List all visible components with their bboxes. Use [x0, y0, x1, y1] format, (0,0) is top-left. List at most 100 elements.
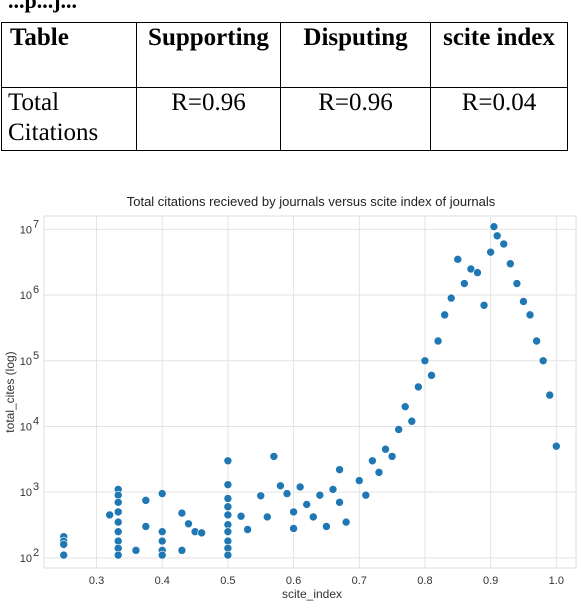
scatter-point	[341, 517, 351, 527]
scatter-point	[466, 264, 476, 274]
scatter-point	[105, 510, 114, 520]
cell-scite-index: R=0.04	[430, 87, 568, 151]
y-tick-exponent: 4	[33, 415, 39, 427]
scatter-chart: Total citations recieved by journals ver…	[0, 186, 582, 604]
scatter-chart-svg: Total citations recieved by journals ver…	[3, 194, 577, 601]
scatter-points	[59, 222, 561, 560]
scatter-point	[407, 416, 417, 426]
scatter-point	[236, 511, 246, 521]
scatter-point	[420, 356, 430, 366]
scatter-point	[223, 494, 233, 503]
scatter-point	[545, 390, 555, 400]
scatter-point	[157, 489, 167, 498]
scatter-point	[295, 482, 305, 492]
scatter-point	[223, 527, 233, 536]
cell-supporting: R=0.96	[136, 87, 281, 151]
scatter-point	[374, 468, 384, 477]
chart-title: Total citations recieved by journals ver…	[127, 194, 496, 209]
scatter-point	[282, 489, 292, 498]
y-tick-exponent: 6	[33, 284, 39, 296]
scatter-point	[177, 546, 187, 555]
y-tick-exponent: 5	[33, 350, 39, 362]
scatter-point	[479, 300, 489, 310]
scatter-point	[223, 456, 233, 466]
x-tick-label: 1.0	[549, 575, 564, 587]
scatter-point	[440, 310, 449, 320]
x-axis-label: scite_index	[282, 587, 342, 601]
table-row: Total Citations R=0.96 R=0.96 R=0.04	[1, 87, 568, 151]
x-tick-label: 0.7	[352, 575, 367, 587]
y-tick-label: 10	[20, 290, 32, 302]
scatter-point	[538, 356, 548, 366]
x-tick-label: 0.4	[155, 575, 170, 587]
grid-lines	[44, 216, 576, 568]
table-header-row: Table Supporting Disputing scite index	[1, 22, 568, 88]
x-tick-label: 0.5	[220, 575, 235, 587]
x-tick-label: 0.3	[89, 575, 104, 587]
scatter-point	[113, 517, 123, 527]
scatter-point	[157, 536, 167, 546]
scatter-point	[532, 336, 541, 346]
scatter-point	[519, 297, 528, 306]
scatter-point	[177, 508, 187, 518]
scatter-point	[223, 510, 233, 520]
scatter-point	[433, 336, 443, 346]
scatter-point	[453, 255, 463, 264]
y-tick-exponent: 7	[33, 218, 39, 230]
scatter-point	[289, 507, 298, 517]
scatter-point	[269, 452, 279, 461]
y-axis-label: total_cites (log)	[3, 351, 17, 432]
scatter-point	[381, 444, 390, 454]
scatter-point	[400, 402, 410, 411]
scatter-point	[499, 239, 509, 249]
scatter-point	[368, 456, 377, 466]
scatter-point	[141, 496, 151, 505]
cut-off-heading: ...p...j...	[8, 0, 78, 13]
scatter-point	[157, 527, 167, 536]
scatter-point	[473, 268, 482, 277]
scatter-point	[59, 550, 69, 560]
scatter-point	[113, 507, 123, 517]
y-tick-label: 10	[20, 553, 32, 565]
y-tick-exponent: 3	[33, 481, 39, 493]
scatter-point	[460, 279, 469, 288]
x-tick-label: 0.8	[417, 575, 432, 587]
scatter-point	[446, 293, 456, 303]
scatter-point	[551, 441, 561, 451]
row-label: Total Citations	[1, 87, 137, 151]
scatter-point	[506, 259, 515, 269]
header-table: Table	[1, 22, 137, 88]
x-tick-label: 0.6	[286, 575, 301, 587]
scatter-point	[302, 500, 312, 509]
scatter-point	[197, 528, 206, 538]
scatter-point	[335, 465, 344, 474]
header-scite-index: scite index	[430, 22, 568, 88]
scatter-point	[256, 491, 266, 501]
scatter-point	[414, 382, 423, 392]
y-tick-label: 10	[20, 356, 32, 368]
header-supporting: Supporting	[136, 22, 281, 88]
scatter-point	[243, 525, 252, 534]
scatter-point	[141, 522, 151, 531]
scatter-point	[486, 247, 495, 257]
plot-area	[43, 215, 577, 569]
scatter-point	[113, 490, 123, 500]
scatter-point	[322, 522, 331, 531]
y-tick-label: 10	[20, 421, 32, 433]
scatter-point	[223, 536, 233, 546]
scatter-point	[131, 546, 141, 555]
scatter-point	[223, 502, 233, 512]
y-tick-label: 10	[20, 487, 32, 499]
x-tick-labels: 0.3 0.4 0.5 0.6 0.7 0.8 0.9 1.0	[89, 575, 564, 587]
y-tick-label: 10	[20, 224, 32, 236]
scatter-point	[492, 231, 502, 241]
scatter-point	[113, 498, 123, 507]
scatter-point	[394, 425, 403, 434]
scatter-point	[525, 310, 535, 320]
scatter-point	[328, 485, 338, 494]
scatter-point	[263, 512, 272, 522]
scatter-point	[427, 371, 436, 380]
scatter-point	[184, 519, 193, 529]
scatter-point	[113, 527, 123, 536]
